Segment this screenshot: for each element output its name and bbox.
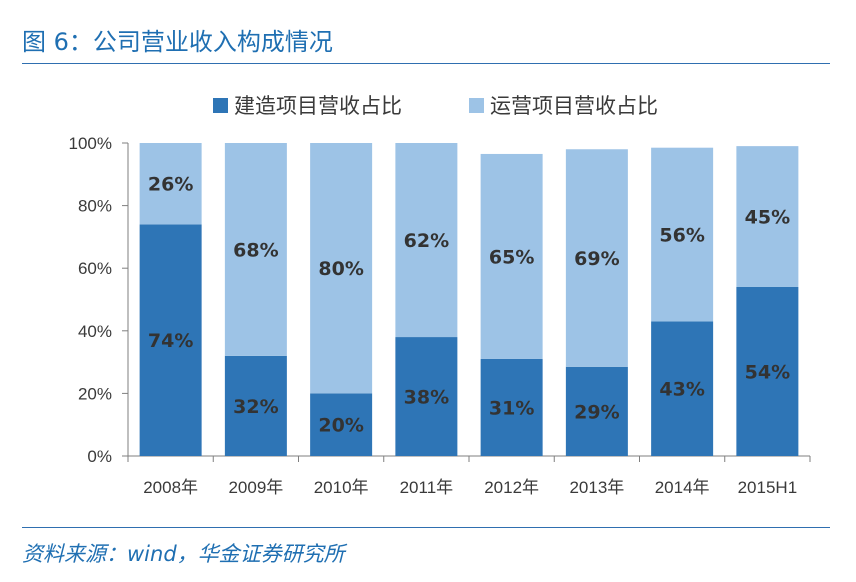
bar-segment-operation bbox=[736, 146, 799, 287]
bar-segment-construction bbox=[224, 355, 287, 456]
y-tick-label: 0% bbox=[87, 447, 112, 466]
x-tick-label: 2010年 bbox=[314, 478, 369, 497]
stacked-bar-chart: 建造项目营收占比 运营项目营收占比 0% 20% 40% 60% 80% 100% 2008… bbox=[69, 94, 811, 497]
y-tick-label: 60% bbox=[78, 259, 112, 278]
data-label: 69% bbox=[574, 248, 619, 270]
bar-segment-construction bbox=[139, 224, 202, 456]
legend-swatch-1 bbox=[213, 98, 228, 113]
data-label: 43% bbox=[659, 379, 704, 401]
data-label: 45% bbox=[745, 207, 790, 229]
data-label: 80% bbox=[318, 258, 363, 280]
x-tick-label: 2015H1 bbox=[738, 478, 798, 497]
data-label: 38% bbox=[404, 387, 449, 409]
x-tick-label: 2008年 bbox=[143, 478, 198, 497]
bar-segment-construction bbox=[736, 286, 799, 456]
y-tick-label: 80% bbox=[78, 197, 112, 216]
x-tick-label: 2012年 bbox=[484, 478, 539, 497]
y-tick-label: 40% bbox=[78, 322, 112, 341]
source-note: 资料来源：wind，华金证券研究所 bbox=[22, 542, 345, 566]
legend-swatch-2 bbox=[469, 98, 484, 113]
legend-label-2: 运营项目营收占比 bbox=[490, 94, 658, 118]
bar-segment-construction bbox=[310, 393, 373, 456]
data-labels: 74% 26% 32% 68% 20% 80% 38% 62% 31% 65% 29% 69% 43% 5… bbox=[148, 174, 790, 437]
figure-title: 图 6：公司营业收入构成情况 bbox=[22, 28, 333, 56]
y-tick-label: 100% bbox=[69, 134, 112, 153]
data-label: 54% bbox=[745, 361, 790, 383]
bar-segment-operation bbox=[139, 143, 202, 225]
bar-segment-operation bbox=[565, 149, 628, 367]
bar-segment-operation bbox=[310, 143, 373, 394]
bar-segment-operation bbox=[395, 143, 458, 338]
data-label: 20% bbox=[318, 415, 363, 437]
bar-segment-construction bbox=[651, 321, 714, 456]
bar-segment-construction bbox=[565, 366, 628, 456]
legend: 建造项目营收占比 运营项目营收占比 bbox=[213, 94, 658, 118]
data-label: 68% bbox=[233, 239, 278, 261]
data-label: 26% bbox=[148, 174, 193, 196]
x-tick-label: 2014年 bbox=[655, 478, 710, 497]
y-axis: 0% 20% 40% 60% 80% 100% bbox=[69, 134, 129, 466]
x-tick-label: 2013年 bbox=[569, 478, 624, 497]
top-rule bbox=[22, 63, 830, 64]
x-tick-label: 2009年 bbox=[228, 478, 283, 497]
data-label: 62% bbox=[404, 230, 449, 252]
data-label: 32% bbox=[233, 396, 278, 418]
data-label: 74% bbox=[148, 330, 193, 352]
y-tick-label: 20% bbox=[78, 384, 112, 403]
data-label: 56% bbox=[659, 225, 704, 247]
data-label: 65% bbox=[489, 246, 534, 268]
bar-segment-operation bbox=[651, 147, 714, 322]
bar-segment-operation bbox=[224, 143, 287, 356]
bar-segment-construction bbox=[480, 358, 543, 456]
data-label: 29% bbox=[574, 401, 619, 423]
bar-segment-construction bbox=[395, 337, 458, 456]
x-tick-label: 2011年 bbox=[400, 478, 454, 497]
legend-label-1: 建造项目营收占比 bbox=[234, 94, 402, 118]
x-axis: 2008年 2009年 2010年 2011年 2012年 2013年 2014年 2015H… bbox=[127, 455, 811, 497]
bar-segment-operation bbox=[480, 153, 543, 359]
bars bbox=[139, 143, 799, 456]
data-label: 31% bbox=[489, 397, 534, 419]
bottom-rule bbox=[22, 527, 830, 528]
